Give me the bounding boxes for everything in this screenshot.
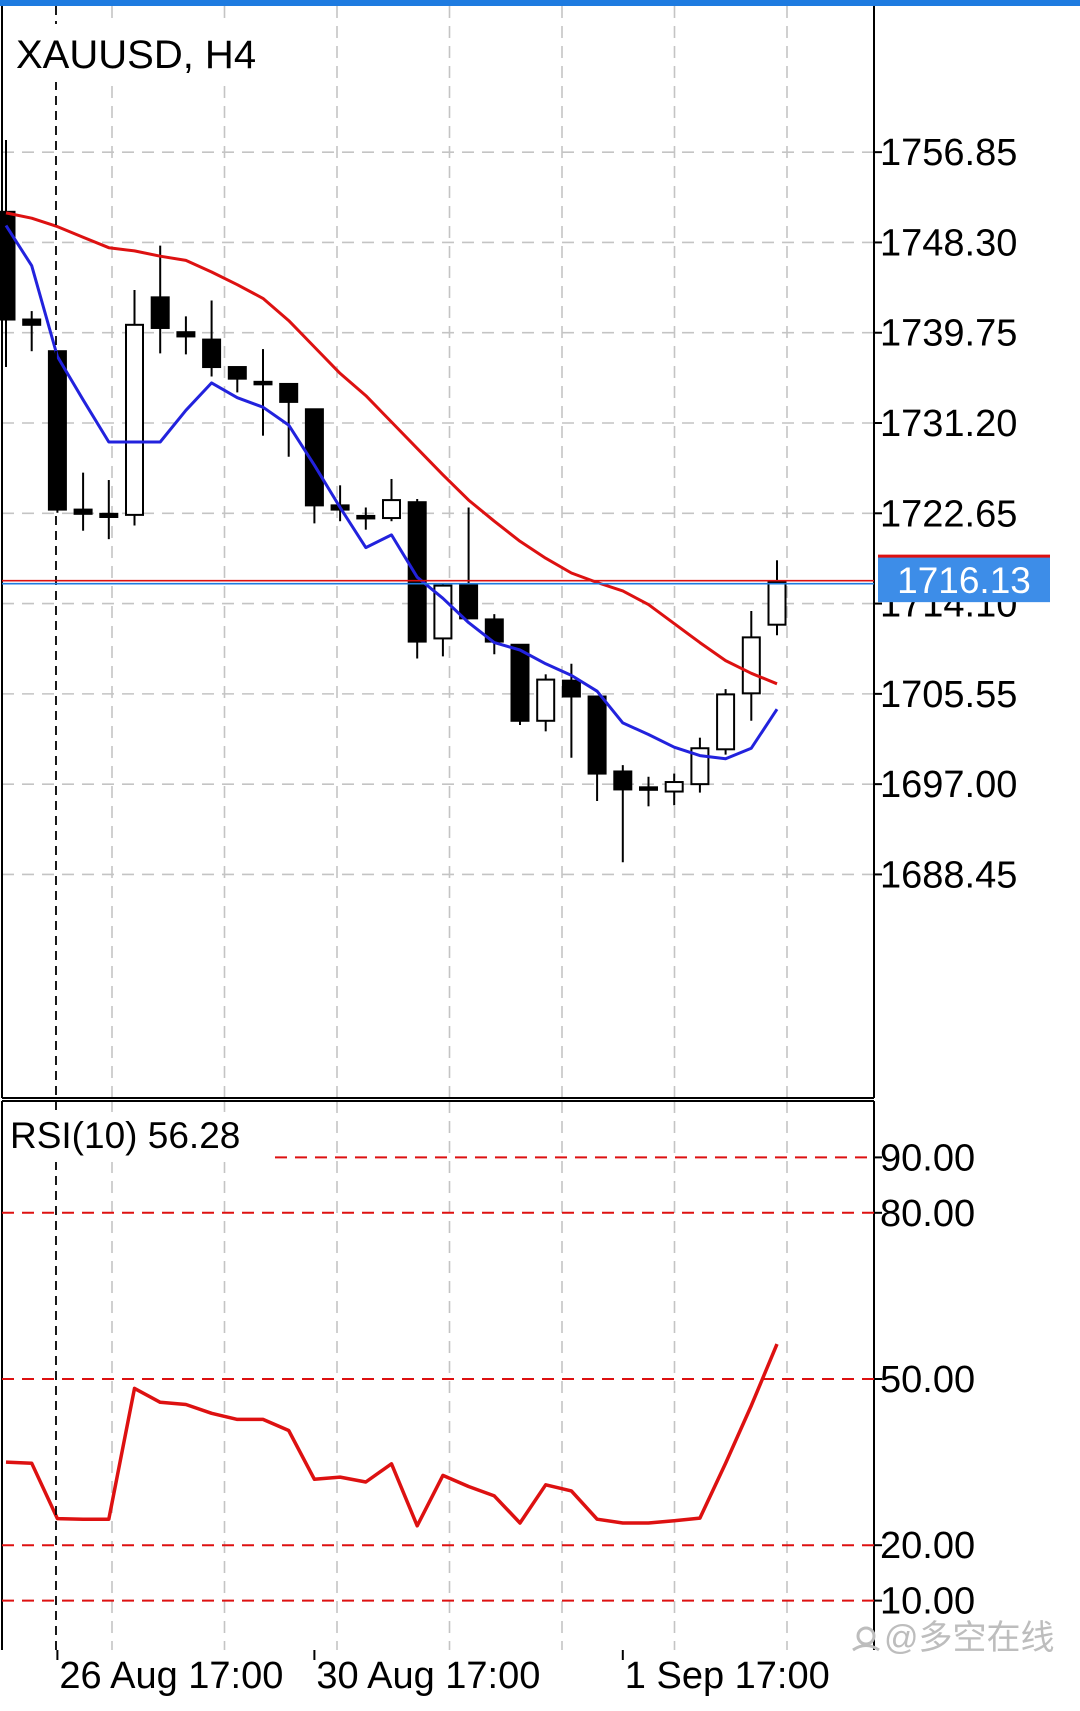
candle xyxy=(150,245,170,354)
rsi-tick-label: 90.00 xyxy=(880,1137,975,1179)
candle-body-bear xyxy=(561,679,581,698)
candle-body-bear xyxy=(176,331,196,338)
current-price-label: 1716.13 xyxy=(897,560,1031,601)
candle xyxy=(407,499,427,659)
candle xyxy=(202,300,222,377)
candle xyxy=(639,776,658,807)
candle xyxy=(356,507,376,530)
candle xyxy=(382,478,401,522)
candle xyxy=(227,366,247,393)
candle xyxy=(0,140,16,368)
rsi-title-background xyxy=(6,1112,268,1162)
rsi-axis: 90.00 80.00 50.00 20.00 10.00 xyxy=(874,1137,975,1623)
price-tick-label: 1722.65 xyxy=(880,493,1017,535)
candle xyxy=(279,382,299,457)
candle xyxy=(536,674,556,732)
moving-average-fast-line xyxy=(4,224,779,761)
candle xyxy=(561,663,581,758)
candle xyxy=(716,689,736,755)
candle-body-bull xyxy=(382,499,401,520)
price-tick-label: 1688.45 xyxy=(880,854,1017,896)
candle xyxy=(125,289,144,526)
rsi-tick-label: 20.00 xyxy=(880,1525,975,1567)
title-background xyxy=(8,24,270,82)
candle-body-bear xyxy=(202,338,222,369)
candle xyxy=(664,773,684,806)
moving-averages-layer xyxy=(4,211,779,761)
rsi-layer xyxy=(5,1343,779,1528)
candle-body-bull xyxy=(716,693,736,751)
rsi-tick-label: 80.00 xyxy=(880,1193,975,1235)
candle xyxy=(304,408,324,524)
watermark-text: @多空在线 xyxy=(884,1619,1055,1657)
candle-body-bull xyxy=(433,584,453,640)
candle-body-bear xyxy=(510,643,530,722)
candle xyxy=(459,507,479,620)
rsi-levels-layer xyxy=(2,1156,874,1602)
price-tick-label: 1705.55 xyxy=(880,674,1017,716)
candle xyxy=(613,765,633,863)
candle-body-bull xyxy=(741,636,761,695)
candle-body-bull xyxy=(125,323,144,516)
current-price-badge-bg xyxy=(878,556,1050,603)
candle-body-bear xyxy=(99,512,119,518)
price-tick-label: 1748.30 xyxy=(880,222,1017,264)
candle xyxy=(741,610,761,721)
price-tick-label: 1739.75 xyxy=(880,313,1017,355)
candle xyxy=(767,560,787,636)
candle xyxy=(73,472,93,531)
watermark: @多空在线 xyxy=(852,1619,1055,1657)
candle-body-bull xyxy=(536,678,556,722)
candle xyxy=(176,316,196,355)
candle-body-bear xyxy=(459,583,479,620)
rsi-tick-label: 50.00 xyxy=(880,1359,975,1401)
candle-body-bear xyxy=(227,366,247,380)
candle-body-bear xyxy=(639,786,658,791)
candle-body-bear xyxy=(150,296,170,329)
price-tick-label: 1756.85 xyxy=(880,132,1017,174)
moving-average-slow-line xyxy=(5,211,778,686)
candle xyxy=(433,583,453,657)
top-accent-bar xyxy=(0,0,1080,6)
candle xyxy=(99,480,119,540)
candle-body-bull xyxy=(664,781,684,793)
time-tick-label: 26 Aug 17:00 xyxy=(59,1655,283,1697)
candle-body-bear xyxy=(279,382,299,403)
grid-layer xyxy=(2,6,874,1650)
rsi-tick-label: 10.00 xyxy=(880,1581,975,1623)
price-axis: 1756.851748.301739.751731.201722.651714.… xyxy=(874,132,1017,896)
candle-body-bear xyxy=(73,508,93,515)
candle-body-bear xyxy=(22,318,42,326)
candle-body-bear xyxy=(587,695,607,775)
candle xyxy=(47,350,67,513)
candle xyxy=(22,311,42,352)
candle-body-bear xyxy=(47,350,67,511)
symbol-title: XAUUSD, H4 xyxy=(16,33,256,77)
candle xyxy=(587,695,607,802)
candle xyxy=(253,349,273,436)
time-axis: 26 Aug 17:00 30 Aug 17:00 1 Sep 17:00 xyxy=(56,1650,830,1697)
rsi-indicator-label: RSI(10) 56.28 xyxy=(10,1115,240,1156)
time-tick-label: 1 Sep 17:00 xyxy=(625,1655,830,1697)
candle-body-bear xyxy=(0,210,16,321)
candle xyxy=(510,643,530,726)
candle-body-bull xyxy=(767,581,787,626)
rsi-line xyxy=(5,1343,779,1528)
candle-body-bear xyxy=(613,770,633,791)
time-tick-label: 30 Aug 17:00 xyxy=(316,1655,540,1697)
candle-body-bear xyxy=(356,514,376,520)
candle-body-bear xyxy=(253,380,273,386)
current-price-badge: 1716.13 xyxy=(878,554,1050,603)
candle-body-bear xyxy=(407,501,427,643)
account-icon xyxy=(852,1626,880,1652)
candle xyxy=(484,614,504,655)
price-tick-label: 1697.00 xyxy=(880,764,1017,806)
candle-body-bear xyxy=(304,408,324,507)
price-tick-label: 1731.20 xyxy=(880,403,1017,445)
